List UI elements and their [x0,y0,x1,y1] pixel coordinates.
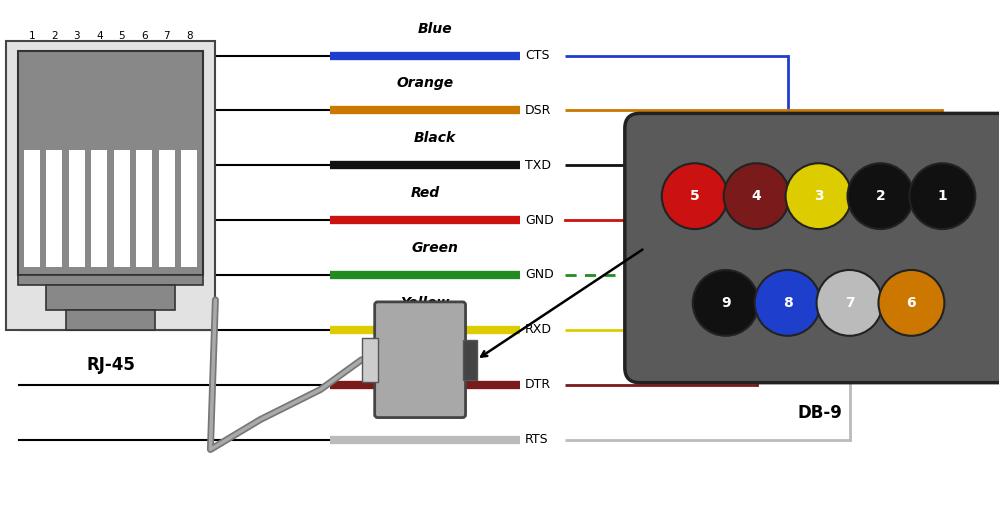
Text: 3: 3 [814,189,823,203]
FancyBboxPatch shape [6,41,215,330]
Text: RXD: RXD [525,323,552,336]
Text: Green: Green [412,241,459,255]
Text: Blue: Blue [418,22,452,35]
Bar [91,150,107,267]
Circle shape [817,270,882,336]
Text: 6: 6 [907,296,916,310]
Bar [46,150,62,267]
Bar [66,310,155,330]
Circle shape [786,163,852,229]
FancyBboxPatch shape [625,113,1000,383]
Text: DB-9: DB-9 [797,404,842,422]
Text: 7: 7 [845,296,854,310]
Bar [136,150,152,267]
Text: TXD: TXD [525,159,551,172]
Circle shape [909,163,975,229]
Text: 5: 5 [690,189,700,203]
Circle shape [662,163,728,229]
Circle shape [693,270,759,336]
Text: 5: 5 [118,31,125,41]
Bar [463,340,477,380]
Text: DSR: DSR [525,104,551,117]
Bar [181,150,197,267]
Bar [159,150,175,267]
Text: 2: 2 [51,31,58,41]
Text: 6: 6 [141,31,148,41]
Text: RJ-45: RJ-45 [86,356,135,374]
Text: Black: Black [414,132,456,145]
Circle shape [878,270,944,336]
Bar [69,150,85,267]
Circle shape [848,163,913,229]
Text: 2: 2 [876,189,885,203]
Text: GND: GND [525,214,554,227]
Text: 4: 4 [96,31,103,41]
Text: GND: GND [525,268,554,281]
Bar [18,275,203,285]
Text: Yellow: Yellow [400,296,450,310]
Text: 7: 7 [164,31,170,41]
Circle shape [755,270,821,336]
Text: 1: 1 [938,189,947,203]
Text: 8: 8 [186,31,193,41]
Text: White: White [402,406,448,420]
Text: DTR: DTR [525,378,551,391]
Text: Red: Red [411,186,440,200]
Text: Orange: Orange [397,76,454,90]
Text: 9: 9 [721,296,730,310]
FancyBboxPatch shape [375,302,466,418]
Text: 8: 8 [783,296,792,310]
Text: RTS: RTS [525,433,549,446]
Text: 1: 1 [28,31,35,41]
Circle shape [724,163,790,229]
FancyBboxPatch shape [18,50,203,275]
Text: CTS: CTS [525,49,549,62]
Text: 4: 4 [752,189,762,203]
Bar [46,285,175,310]
Bar [24,150,40,267]
Bar [114,150,130,267]
Bar [362,338,378,382]
Text: Brown: Brown [410,350,460,365]
Text: 3: 3 [73,31,80,41]
